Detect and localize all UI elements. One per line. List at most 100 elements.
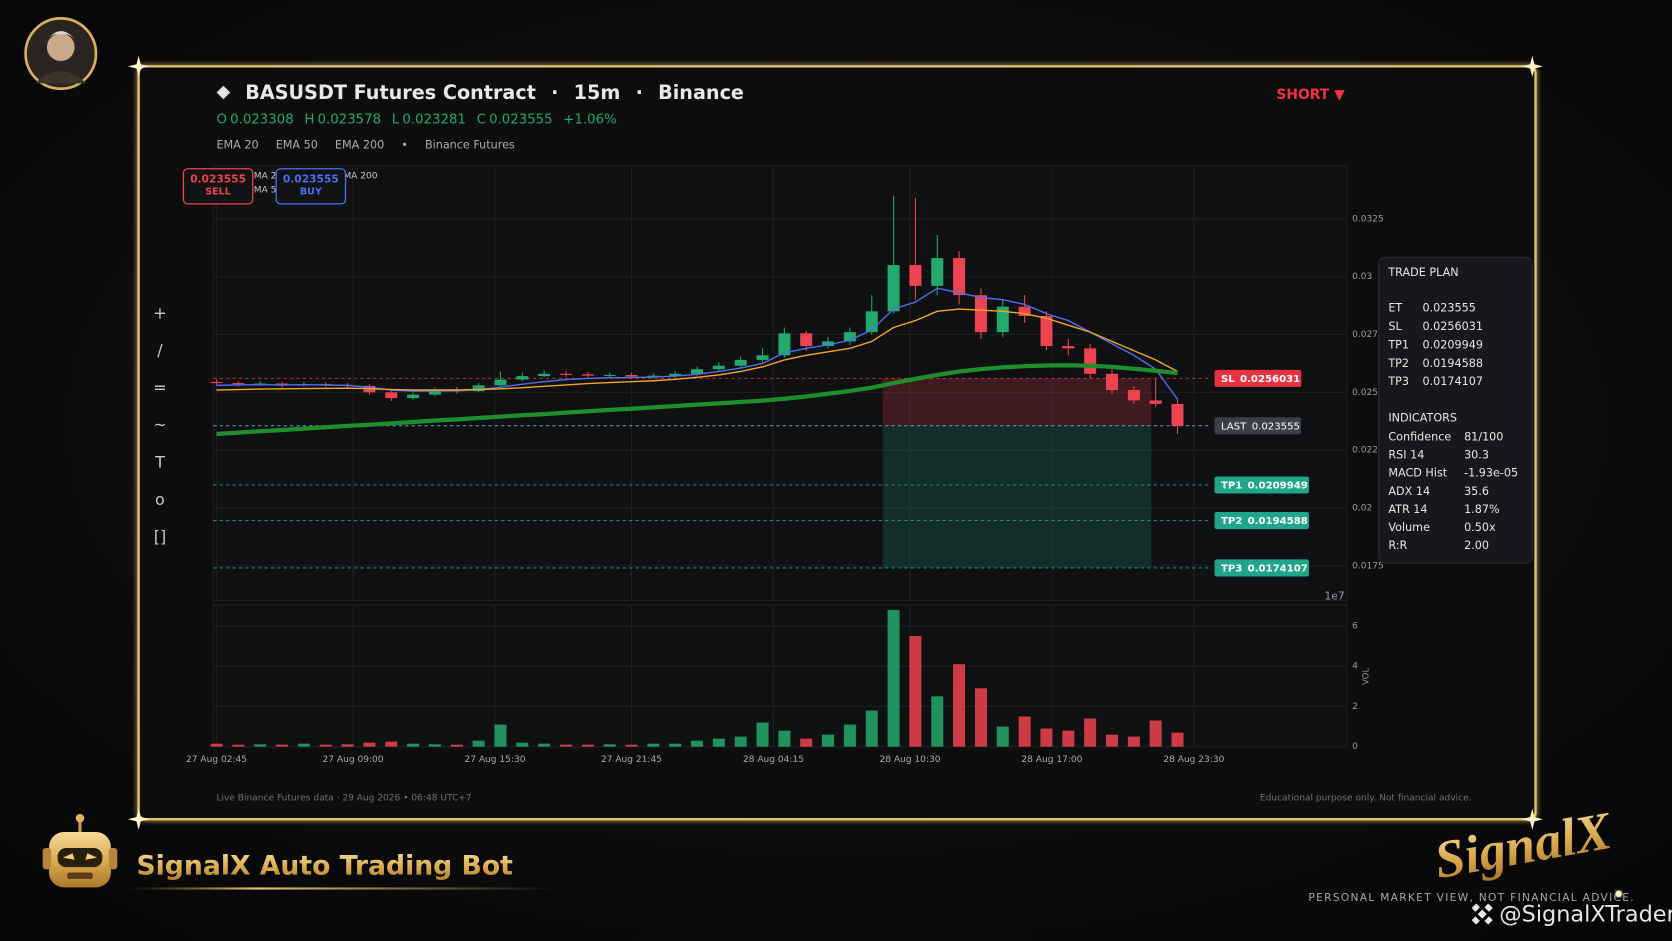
price-change: +1.06% (563, 113, 616, 128)
candle-body (756, 355, 769, 360)
order-label[interactable]: BUY (300, 187, 323, 198)
plan-value: 0.0256031 (1422, 320, 1483, 333)
candle-body (974, 295, 987, 333)
y-tick-label: 0.0325 (1352, 214, 1384, 224)
candle-body (996, 306, 1009, 333)
level-value: 0.0256031 (1240, 374, 1300, 385)
order-button[interactable]: 0.023555 BUY (275, 168, 347, 205)
candle-body (494, 379, 507, 386)
tool-button[interactable]: T (154, 453, 165, 472)
volume-bar (1062, 730, 1075, 747)
tool-button[interactable]: / (157, 341, 163, 360)
volume-bar (254, 744, 267, 747)
ohlc-label: L (392, 113, 400, 128)
level-tag-bg (1214, 512, 1309, 530)
separator: · (551, 81, 558, 104)
x-tick-label: 28 Aug 10:30 (879, 755, 940, 765)
candle-body (669, 373, 682, 376)
volume-bar (691, 740, 704, 747)
volume-bar (210, 743, 223, 747)
avatar (24, 17, 98, 91)
indicator-value: -1.93e-05 (1464, 467, 1518, 480)
level-tag: LAST 0.023555 (1214, 417, 1302, 435)
volume-bar (603, 744, 616, 747)
plan-label: ET (1388, 301, 1402, 314)
order-price[interactable]: 0.023555 (283, 172, 339, 185)
candle-body (428, 390, 441, 395)
candle-body (647, 375, 660, 377)
level-tag-bg (1214, 476, 1309, 494)
volume-bar (734, 736, 747, 747)
level-tag-bg (1214, 417, 1302, 435)
legend-entry: MA 20 (254, 172, 283, 182)
plan-label: TP3 (1387, 375, 1409, 388)
candle-body (887, 265, 900, 312)
indicator-label: ADX 14 (1388, 485, 1430, 498)
order-price[interactable]: 0.023555 (190, 172, 246, 185)
level-tag-text: TP1 0.0209949 (1221, 481, 1308, 492)
indicators-title: INDICATORS (1388, 411, 1457, 424)
level-tag-text: SL 0.0256031 (1221, 374, 1300, 385)
volume-bar (756, 722, 769, 747)
plan-value: 0.0194588 (1422, 357, 1483, 370)
volume-bar (559, 744, 572, 747)
volume-bar (669, 743, 682, 747)
volume-bar (319, 744, 332, 747)
candle-body (232, 383, 245, 385)
tool-button[interactable]: = (153, 378, 166, 397)
volume-bar (974, 688, 987, 747)
volume-bar (276, 744, 289, 747)
indicator-label: MACD Hist (1388, 467, 1447, 480)
volume-bar (472, 740, 485, 747)
plan-value: 0.0209949 (1422, 338, 1483, 351)
level-name: TP1 (1221, 481, 1242, 492)
volume-bar (538, 743, 551, 747)
candle-body (1171, 403, 1184, 426)
reward-zone (882, 425, 1152, 568)
y-tick-label: 0.0275 (1352, 330, 1384, 340)
tool-button[interactable]: o (155, 490, 165, 509)
volume-bar (450, 744, 463, 747)
plan-value: 0.0174107 (1422, 375, 1483, 388)
indicator-list: EMA 20 EMA 50 EMA 200 • Binance Futures (216, 138, 515, 151)
volume-bar (647, 743, 660, 747)
indicator-name: EMA 200 (335, 138, 384, 151)
tool-button[interactable]: [] (154, 527, 166, 546)
x-tick-label: 28 Aug 04:15 (743, 755, 804, 765)
volume-bar (909, 636, 922, 747)
volume-bar (800, 738, 813, 747)
order-button[interactable]: 0.023555 SELL (182, 168, 254, 205)
side-selector[interactable]: SHORT ▼ (1276, 87, 1345, 103)
candle-body (210, 381, 223, 384)
trade-plan-bg (1378, 256, 1533, 564)
volume-axis-label: VOL (1361, 667, 1371, 684)
order-button-bg[interactable] (182, 168, 254, 205)
volume-bar (363, 742, 376, 747)
candle-body (931, 258, 944, 286)
volume-bar (822, 734, 835, 747)
x-tick-label: 27 Aug 21:45 (601, 755, 662, 765)
order-label[interactable]: SELL (205, 187, 231, 198)
candle-body (1149, 400, 1162, 404)
indicator-name: Binance Futures (425, 138, 515, 151)
volume-bar (1018, 716, 1031, 747)
order-button-bg[interactable] (275, 168, 347, 205)
candle-body (778, 333, 791, 356)
tool-button[interactable]: + (153, 303, 166, 322)
tool-button[interactable]: ~ (153, 415, 166, 434)
indicator-value: 81/100 (1464, 430, 1503, 443)
volume-bar (996, 726, 1009, 747)
candle-body (953, 258, 966, 296)
x-tick-label: 28 Aug 23:30 (1163, 755, 1224, 765)
sparkle (1615, 890, 1622, 898)
ohlc-value: 0.023578 (318, 113, 382, 128)
volume-bar (581, 744, 594, 747)
ohlc-line: O 0.023308 H 0.023578 L 0.023281 C 0.023555 +1.0… (216, 113, 616, 128)
y-tick-label: 0.0225 (1352, 446, 1384, 456)
ohlc-value: 0.023281 (402, 113, 466, 128)
volume-bar (494, 724, 507, 747)
y-tick-label: 0.0175 (1352, 561, 1384, 571)
x-tick-label: 27 Aug 09:00 (323, 755, 384, 765)
level-value: 0.0174107 (1248, 563, 1308, 574)
indicator-value: 2.00 (1464, 539, 1489, 552)
